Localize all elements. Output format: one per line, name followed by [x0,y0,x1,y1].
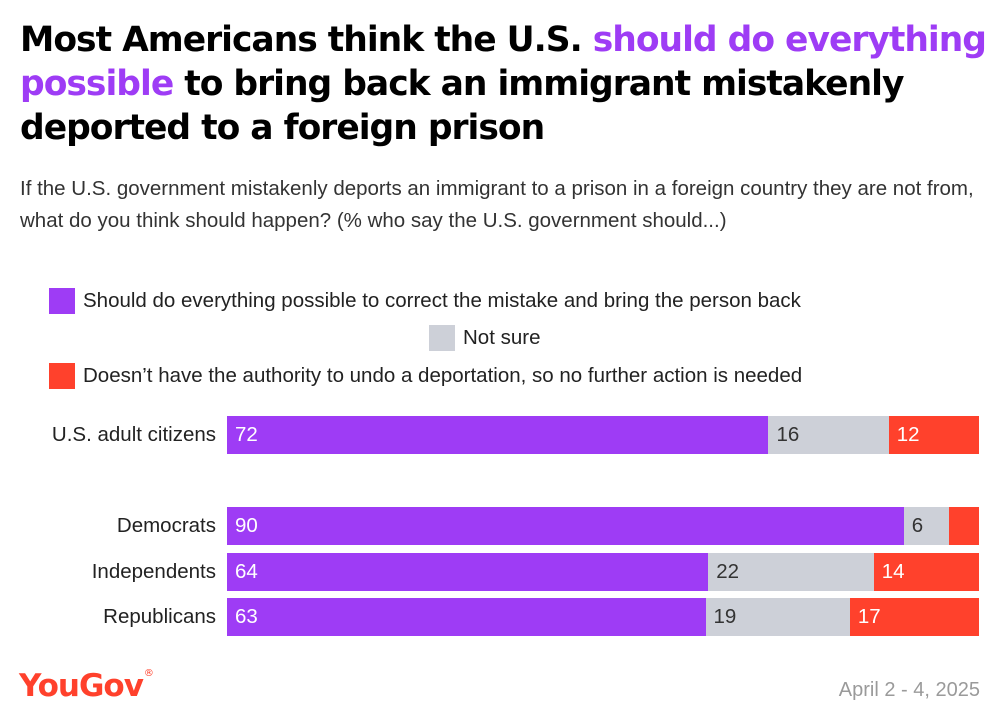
bar-republicans-series-1 [227,598,706,636]
bar-independents-series-1 [227,553,709,591]
legend-label-everything-possible: Should do everything possible to correct… [83,289,801,312]
title-highlight: should do everything possible [20,20,987,104]
title-part-1: Most Americans think the U.S. [20,20,593,60]
yougov-logo: YouGov® [19,668,154,704]
row-label-u-s-adult-citizens: U.S. adult citizens [51,423,216,446]
legend-swatch-everything-possible [49,288,75,314]
data-label-u-s-adult-citizens-series-1: 72 [235,423,258,446]
chart-title: Most Americans think the U.S. should do … [20,18,990,150]
title-part-2: to bring back an immigrant mistakenly de… [20,64,904,148]
legend-label-not-sure: Not sure [463,326,541,349]
bar-democrats-series-1 [227,507,904,545]
bar-u-s-adult-citizens-series-1 [227,416,769,454]
chart-subtitle: If the U.S. government mistakenly deport… [20,177,974,232]
row-label-democrats: Democrats [116,514,216,537]
legend-item-not-sure: Not sure [429,325,540,351]
bar-u-s-adult-citizens-series-3 [888,416,979,454]
bar-republicans-series-3 [849,598,979,636]
row-label-independents: Independents [91,560,216,583]
data-label-u-s-adult-citizens-series-3: 12 [896,423,920,446]
bar-independents-series-2 [708,553,874,591]
data-label-democrats-series-2: 6 [911,514,924,537]
bar-u-s-adult-citizens-series-2 [768,416,889,454]
data-label-democrats-series-1: 90 [235,514,258,537]
data-label-republicans-series-1: 63 [235,605,258,628]
data-label-republicans-series-2: 19 [713,605,737,628]
data-label-independents-series-3: 14 [881,560,905,583]
bar-republicans-series-2 [705,598,850,636]
row-label-republicans: Republicans [103,605,216,628]
bar-democrats-series-3 [948,507,979,545]
bar-democrats-series-2 [903,507,949,545]
legend-label-no-authority: Doesn’t have the authority to undo a dep… [83,364,803,387]
stacked-bar-chart: U.S. adult citizens 72 16 12 Democrats 90 6 Ind… [0,405,1000,645]
survey-date: April 2 - 4, 2025 [838,679,980,701]
data-label-independents-series-2: 22 [716,560,740,583]
bar-independents-series-3 [873,553,979,591]
brand-registered-mark: ® [143,668,154,679]
legend-item-everything-possible: Should do everything possible to correct… [49,288,801,314]
legend-swatch-no-authority [49,363,75,389]
legend-item-no-authority: Doesn’t have the authority to undo a dep… [49,363,802,389]
legend-swatch-not-sure [429,325,455,351]
brand-name: YouGov [19,668,144,704]
data-label-u-s-adult-citizens-series-2: 16 [776,423,800,446]
data-label-independents-series-1: 64 [235,560,258,583]
data-label-republicans-series-3: 17 [857,605,881,628]
